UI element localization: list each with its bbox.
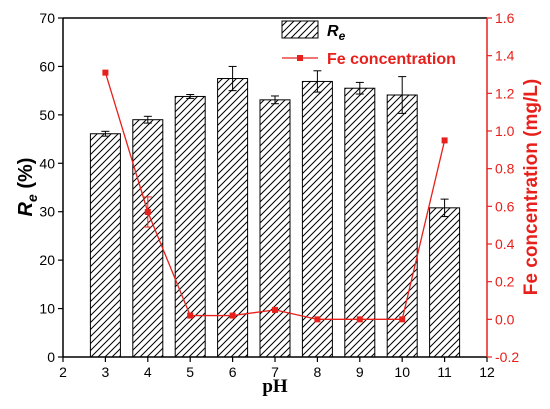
legend: Re Fe concentration (281, 20, 456, 68)
y-axis-label-unit: (%) (15, 158, 37, 195)
legend-bar-label: Re (327, 23, 346, 43)
x-tick-label: 3 (102, 364, 110, 380)
x-tick-label: 7 (271, 364, 279, 380)
x-tick-label: 2 (59, 364, 67, 380)
y-tick-label: 70 (39, 10, 55, 26)
fe-point (102, 69, 109, 76)
y2-tick-label: 0.4 (495, 236, 515, 252)
y2-tick-label: 0.2 (495, 274, 515, 290)
y2-tick-label: -0.2 (495, 349, 519, 365)
y-axis-label: Re (%) (15, 158, 40, 217)
bar (132, 119, 164, 358)
bars-layer (89, 78, 461, 358)
fe-point (144, 208, 151, 215)
y2-tick-label: 1.2 (495, 85, 515, 101)
legend-bar-label-main: R (327, 23, 339, 40)
y-axis-label-main: R (15, 201, 37, 216)
bar (259, 99, 291, 358)
y2-axis-label: Fe concentration (mg/L) (521, 79, 542, 295)
bar (301, 80, 333, 358)
fe-point (314, 316, 321, 323)
y-tick-label: 60 (39, 58, 55, 74)
x-ticks-layer: 2 3 4 5 6 7 8 9 10 11 12 (59, 357, 495, 380)
y-tick-label: 50 (39, 107, 55, 123)
bar (89, 133, 121, 358)
fe-point (356, 316, 363, 323)
fe-point (441, 137, 448, 144)
fe-point (399, 316, 406, 323)
legend-bar-swatch (281, 20, 319, 39)
y2-tick-label: 1.4 (495, 48, 515, 64)
fe-line-layer (102, 69, 448, 323)
legend-line-marker (297, 55, 303, 61)
y-tick-label: 20 (39, 252, 55, 268)
x-tick-label: 5 (186, 364, 194, 380)
bar (344, 87, 376, 358)
legend-line-label: Fe concentration (327, 51, 456, 68)
legend-bar-label-sub: e (339, 29, 346, 43)
x-tick-label: 9 (356, 364, 364, 380)
y-axis-label-sub: e (24, 194, 40, 202)
y-tick-label: 40 (39, 155, 55, 171)
x-tick-label: 4 (144, 364, 152, 380)
y2-tick-label: 0.6 (495, 198, 515, 214)
y2-tick-label: 0.8 (495, 161, 515, 177)
y2-tick-label: 1.6 (495, 10, 515, 26)
bar (429, 207, 461, 358)
y-ticks-layer: 0 10 20 30 40 50 60 70 (39, 10, 63, 365)
fe-point (187, 312, 194, 319)
y2-tick-label: 0.0 (495, 311, 515, 327)
x-tick-label: 8 (314, 364, 322, 380)
x-tick-label: 12 (479, 364, 495, 380)
x-tick-label: 6 (229, 364, 237, 380)
y2-ticks-layer: -0.2 0.0 0.2 0.4 0.6 0.8 1.0 1.2 1.4 1.6 (487, 10, 519, 365)
y-tick-label: 0 (47, 349, 55, 365)
x-tick-label: 10 (394, 364, 410, 380)
y-tick-label: 10 (39, 301, 55, 317)
y2-tick-label: 1.0 (495, 123, 515, 139)
x-tick-label: 11 (437, 364, 452, 380)
fe-point (229, 312, 236, 319)
bar-errorbars-layer (101, 65, 449, 218)
fe-point (272, 306, 278, 313)
y-tick-label: 30 (39, 204, 55, 220)
x-axis-label: pH (262, 376, 288, 397)
